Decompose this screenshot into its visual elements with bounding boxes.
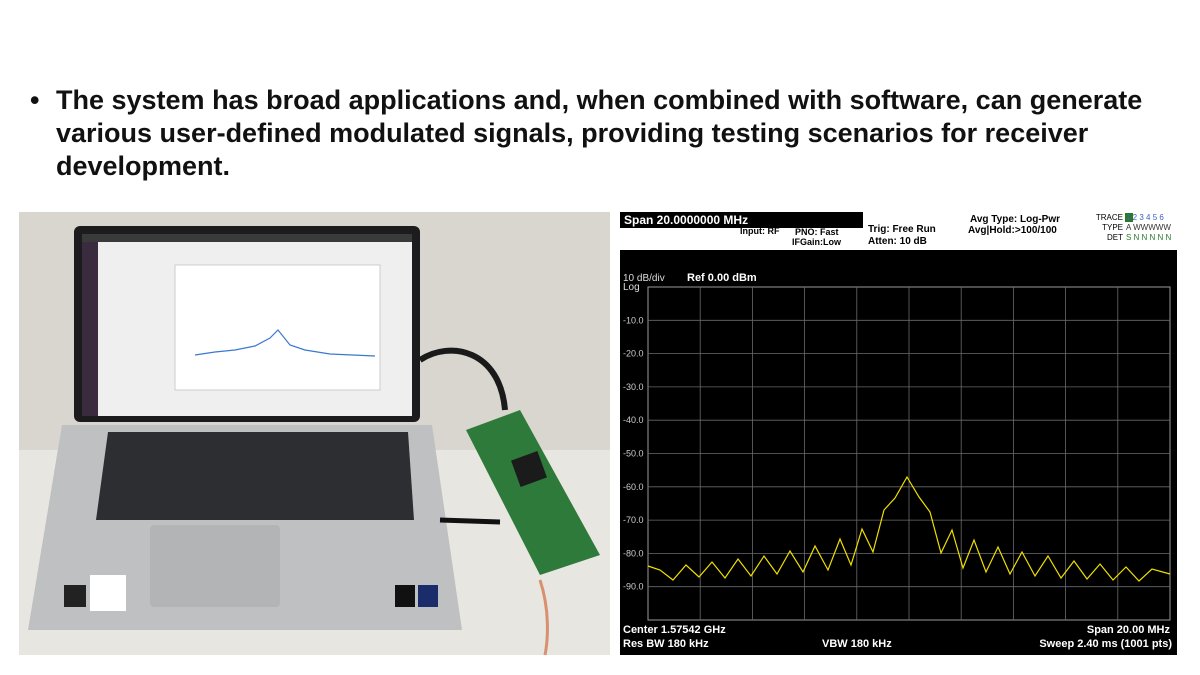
level-label: -90.0 bbox=[623, 582, 644, 592]
bullet-text: The system has broad applications and, w… bbox=[56, 85, 1143, 181]
ifgain: IFGain:Low bbox=[792, 237, 842, 247]
trig: Trig: Free Run bbox=[868, 224, 936, 235]
trace-label: TRACE bbox=[1096, 213, 1123, 222]
level-label: -10.0 bbox=[623, 315, 644, 325]
bullet-item: • The system has broad applications and,… bbox=[30, 84, 1170, 183]
span-header: Span 20.0000000 MHz bbox=[624, 213, 748, 227]
bullet-dot: • bbox=[30, 85, 40, 115]
avg-type: Avg Type: Log-Pwr bbox=[970, 214, 1060, 225]
type-value: A WWWWW bbox=[1126, 223, 1171, 232]
det-value: S N N N N N bbox=[1126, 233, 1172, 242]
res-bw: Res BW 180 kHz bbox=[623, 638, 709, 650]
atten: Atten: 10 dB bbox=[868, 236, 927, 247]
center-freq: Center 1.57542 GHz bbox=[623, 624, 726, 636]
level-label: -70.0 bbox=[623, 515, 644, 525]
trace-numbers: 1 2 3 4 5 6 bbox=[1126, 213, 1164, 222]
spectrum-analyzer: Span 20.0000000 MHz Input: RF PNO: Fast … bbox=[620, 212, 1177, 655]
input: Input: RF bbox=[740, 226, 780, 236]
avg-hold: Avg|Hold:>100/100 bbox=[968, 225, 1057, 236]
trace bbox=[647, 475, 1171, 582]
photo bbox=[19, 212, 610, 656]
log-label: Log bbox=[623, 282, 640, 293]
level-label: -30.0 bbox=[623, 382, 644, 392]
level-label: -60.0 bbox=[623, 482, 644, 492]
scale: 10 dB/div bbox=[623, 273, 665, 284]
type-label: TYPE bbox=[1102, 223, 1123, 232]
ref-level: Ref 0.00 dBm bbox=[687, 272, 757, 284]
level-label: -50.0 bbox=[623, 449, 644, 459]
sweep: Sweep 2.40 ms (1001 pts) bbox=[1039, 638, 1172, 650]
span: Span 20.00 MHz bbox=[1087, 624, 1171, 636]
level-label: -80.0 bbox=[623, 548, 644, 558]
vbw: VBW 180 kHz bbox=[822, 638, 892, 650]
grid: -10.0 -20.0 -30.0 -40.0 -50.0 -60.0 -70.0 -80.0… bbox=[623, 286, 1171, 621]
det-label: DET bbox=[1107, 233, 1123, 242]
level-label: -20.0 bbox=[623, 349, 644, 359]
pno: PNO: Fast bbox=[795, 227, 839, 237]
level-label: -40.0 bbox=[623, 415, 644, 425]
graticule-frame bbox=[647, 286, 1171, 621]
